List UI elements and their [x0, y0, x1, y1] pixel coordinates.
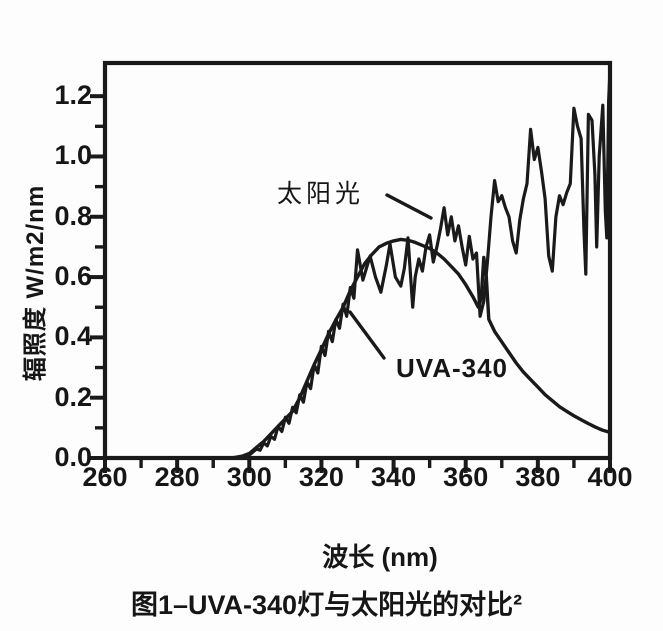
x-tick-label: 380: [515, 462, 561, 492]
x-tick-label: 260: [82, 462, 128, 492]
uva340-series-label: UVA-340: [396, 353, 509, 383]
y-tick-label: 0.6: [54, 261, 92, 292]
figure-caption: 图1–UVA-340灯与太阳光的对比²: [131, 590, 523, 620]
y-tick-label: 0.4: [54, 321, 92, 352]
y-tick-label: 0.0: [54, 442, 92, 472]
y-tick-label: 1.2: [54, 80, 92, 111]
x-axis-title: 波长 (nm): [322, 542, 438, 572]
x-tick-label: 280: [154, 462, 200, 492]
y-tick-label: 0.8: [54, 200, 92, 231]
x-tick-label: 360: [443, 462, 489, 492]
x-tick-label: 300: [226, 462, 272, 492]
sunlight-curve: [233, 67, 612, 460]
plot-frame: [102, 60, 613, 461]
sunlight-series-label: 太阳光: [277, 180, 365, 208]
uva340-label-pointer-line: [348, 310, 386, 360]
sunlight-label-pointer-line: [385, 193, 433, 220]
y-tick-label: 1.0: [54, 140, 92, 171]
x-tick-label: 400: [587, 462, 633, 492]
axis-ticks: [90, 94, 612, 473]
x-tick-label: 340: [371, 462, 417, 492]
x-tick-label: 320: [298, 462, 344, 492]
y-tick-label: 0.2: [54, 381, 92, 412]
